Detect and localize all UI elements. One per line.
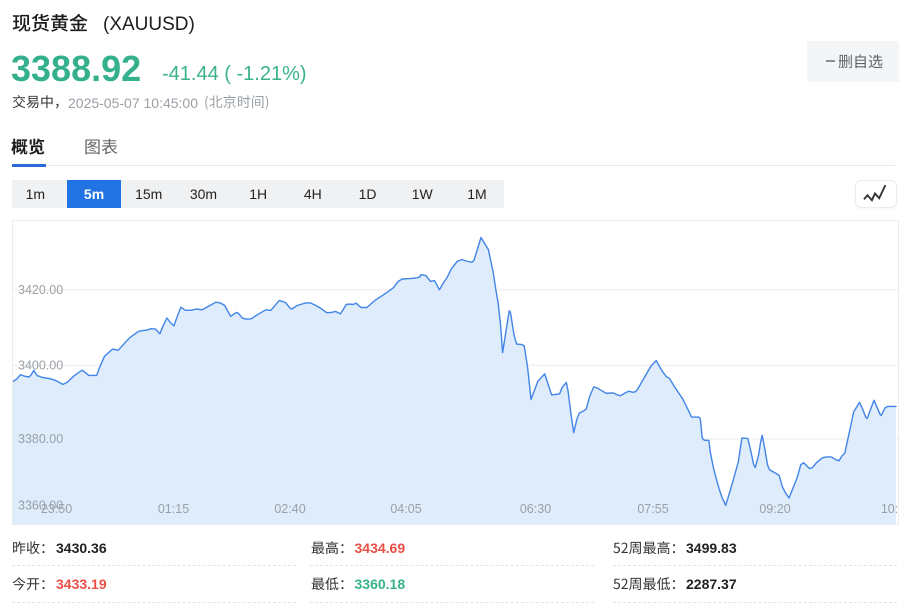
svg-text:3420.00: 3420.00 — [18, 283, 63, 297]
svg-text:09:20: 09:20 — [759, 502, 790, 516]
svg-text:3360.00: 3360.00 — [18, 499, 63, 513]
svg-text:3400.00: 3400.00 — [18, 359, 63, 373]
svg-text:23:50: 23:50 — [41, 502, 72, 516]
svg-text:01:15: 01:15 — [158, 502, 189, 516]
svg-text:04:05: 04:05 — [390, 502, 421, 516]
svg-text:3380.00: 3380.00 — [18, 432, 63, 446]
svg-text:07:55: 07:55 — [637, 502, 668, 516]
svg-text:02:40: 02:40 — [274, 502, 305, 516]
svg-text:10:45: 10:45 — [881, 502, 898, 516]
svg-text:06:30: 06:30 — [520, 502, 551, 516]
